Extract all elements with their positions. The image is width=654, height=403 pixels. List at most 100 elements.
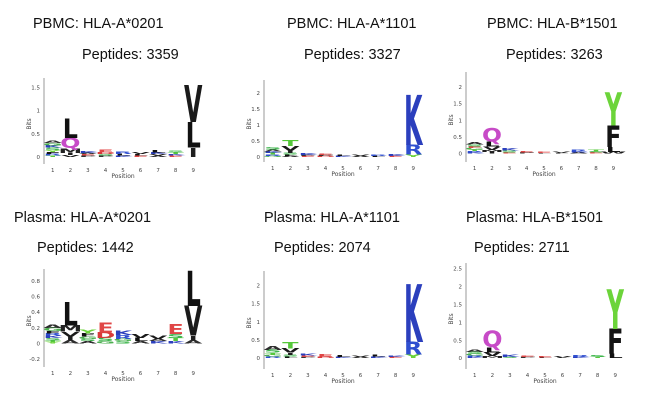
logo-letter: E — [168, 155, 184, 157]
logo-letter: G — [78, 336, 98, 340]
sequence-logo: -0.200.20.40.60.8Bits1YTSKRFGA2AIVML3ASG… — [26, 261, 203, 383]
logo-letter: E — [132, 155, 148, 157]
logo-letter: L — [371, 354, 386, 358]
y-tick-label: 0 — [257, 155, 261, 161]
logo-letter: E — [300, 156, 316, 158]
logo-letter: K — [44, 145, 64, 149]
y-tick-label: 1 — [257, 123, 261, 129]
x-tick-label: 7 — [156, 371, 160, 377]
y-tick-label: 0.6 — [31, 294, 40, 300]
x-tick-label: 3 — [86, 168, 90, 174]
logo-letter: K — [149, 152, 169, 155]
logo-letter: Y — [604, 83, 622, 137]
x-tick-label: 7 — [577, 166, 581, 172]
logo-letter: L — [283, 154, 299, 156]
logo-letter: Q — [60, 135, 80, 151]
y-tick-label: 1.5 — [31, 85, 40, 91]
y-axis-label: Bits — [246, 317, 253, 328]
logo-letter: V — [351, 155, 369, 157]
logo-letter: S — [588, 151, 605, 153]
logo-letter: T — [282, 140, 299, 149]
y-tick-label: 1 — [459, 320, 463, 326]
logo-letter: A — [570, 152, 588, 154]
x-axis-label: Position — [331, 171, 355, 178]
logo-letter: S — [282, 354, 299, 357]
x-tick-label: 8 — [594, 166, 598, 172]
logo-letter: S — [97, 153, 114, 156]
panel-title: Plasma: HLA-B*1501 — [466, 210, 604, 226]
logo-letter: L — [606, 146, 621, 154]
panel-title: PBMC: HLA-A*1101 — [287, 16, 417, 32]
logo-panel: PBMC: HLA-B*1501 Peptides: 3263 0 0.5 1 1.5 2 B… — [436, 0, 654, 201]
peptide-count: Peptides: 2711 — [474, 240, 570, 256]
logo-letter: V — [131, 333, 150, 339]
logo-letter: K — [466, 152, 486, 154]
logo-letter: T — [265, 153, 282, 156]
y-tick-label: 1 — [257, 320, 261, 326]
logo-letter: Y — [606, 278, 624, 341]
logo-letter: E — [388, 156, 404, 158]
x-axis-label: Position — [111, 173, 135, 180]
peptide-count: Peptides: 3263 — [506, 47, 603, 63]
logo-letter: K — [404, 267, 423, 360]
logo-letter: K — [501, 354, 521, 358]
sequence-logo: 00.511.52Bits1GRTKAS2ALSIVT3EPK4DPE5KL6A… — [246, 80, 424, 178]
logo-letter: E — [519, 355, 535, 357]
x-tick-label: 5 — [543, 373, 547, 379]
logo-letter: G — [96, 341, 116, 345]
logo-letter: L — [283, 356, 299, 358]
logo-letter: L — [371, 156, 387, 158]
x-tick-label: 5 — [341, 373, 345, 379]
x-tick-label: 5 — [542, 166, 546, 172]
logo-letter: K — [299, 353, 319, 357]
x-tick-label: 3 — [508, 373, 512, 379]
logo-letter: K — [166, 341, 186, 345]
logo-panel: Plasma: HLA-A*0201 Peptides: 1442 -0.2 0 0.2… — [0, 201, 218, 402]
logo-letter: A — [281, 156, 299, 158]
peptide-count: Peptides: 1442 — [37, 240, 134, 256]
x-tick-label: 2 — [69, 168, 73, 174]
y-tick-label: 0.5 — [31, 132, 40, 138]
peptide-count: Peptides: 3359 — [82, 47, 179, 63]
logo-letter: F — [607, 323, 623, 363]
x-tick-label: 5 — [121, 371, 125, 377]
logo-letter: G — [113, 338, 133, 342]
logo-letter: K — [264, 151, 284, 154]
x-tick-label: 9 — [613, 373, 617, 379]
x-tick-label: 6 — [359, 373, 363, 379]
logo-letter: L — [186, 116, 201, 157]
x-tick-label: 1 — [473, 373, 477, 379]
peptide-count: Peptides: 2074 — [274, 240, 371, 256]
logo-letter: E — [519, 151, 535, 153]
logo-letter: R — [114, 151, 132, 155]
logo-letter: M — [480, 356, 504, 359]
y-tick-label: 0 — [37, 341, 41, 347]
logo-letter: P — [299, 357, 316, 359]
x-tick-label: 4 — [324, 373, 328, 379]
logo-letter: M — [480, 149, 503, 152]
logo-letter: L — [555, 357, 571, 358]
x-tick-label: 9 — [191, 371, 195, 377]
logo-letter: K — [570, 151, 590, 153]
x-tick-label: 4 — [525, 166, 529, 172]
y-tick-label: 0.2 — [31, 326, 40, 332]
logo-letter: A — [44, 140, 64, 144]
logo-panel: Plasma: HLA-A*1101 Peptides: 2074 0 0.5 1 1.5… — [218, 201, 436, 402]
logo-letter: I — [66, 152, 75, 156]
logo-letter: V — [149, 154, 167, 156]
logo-letter: R — [264, 154, 282, 156]
logo-letter: V — [61, 331, 80, 338]
logo-letter: I — [488, 151, 497, 154]
x-tick-label: 3 — [508, 166, 512, 172]
logo-letter: K — [334, 357, 354, 359]
logo-letter: V — [483, 352, 502, 358]
sequence-logo: 00.511.5Bits1TRFYSKGA2VIMQL3PEAK4PSDE5KL… — [26, 76, 203, 180]
logo-letter: T — [467, 149, 484, 151]
y-tick-label: 1 — [37, 109, 41, 115]
panel-title: PBMC: HLA-A*0201 — [33, 16, 164, 32]
logo-letter: R — [466, 355, 484, 357]
logo-letter: I — [189, 335, 198, 342]
logo-letter: Y — [78, 329, 97, 335]
x-tick-label: 4 — [324, 166, 328, 172]
x-tick-label: 3 — [86, 371, 90, 377]
